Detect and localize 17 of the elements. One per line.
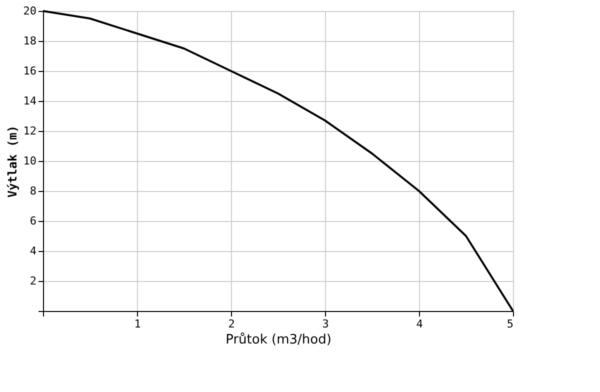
y-tick-label: 6 xyxy=(30,214,36,228)
x-tick-label: 5 xyxy=(506,318,514,330)
y-tick-label: 2 xyxy=(30,274,36,288)
y-tick-label: 20 xyxy=(23,4,36,18)
x-tick-label: 2 xyxy=(228,318,235,330)
y-tick-label: 14 xyxy=(23,94,37,108)
x-axis-title: Průtok (m3/hod) xyxy=(226,332,332,348)
y-tick-label: 16 xyxy=(23,64,36,78)
y-tick-label: 12 xyxy=(23,124,36,138)
y-tick-label: 18 xyxy=(23,34,36,48)
y-axis-title: Výtlak (m) xyxy=(5,125,20,198)
x-tick-label: 4 xyxy=(416,318,424,330)
y-tick-label: 10 xyxy=(23,154,36,168)
x-tick-label: 1 xyxy=(134,318,141,330)
y-tick-label: 8 xyxy=(30,184,36,198)
y-tick-label: 4 xyxy=(30,244,37,258)
x-tick-label: 3 xyxy=(322,318,329,330)
